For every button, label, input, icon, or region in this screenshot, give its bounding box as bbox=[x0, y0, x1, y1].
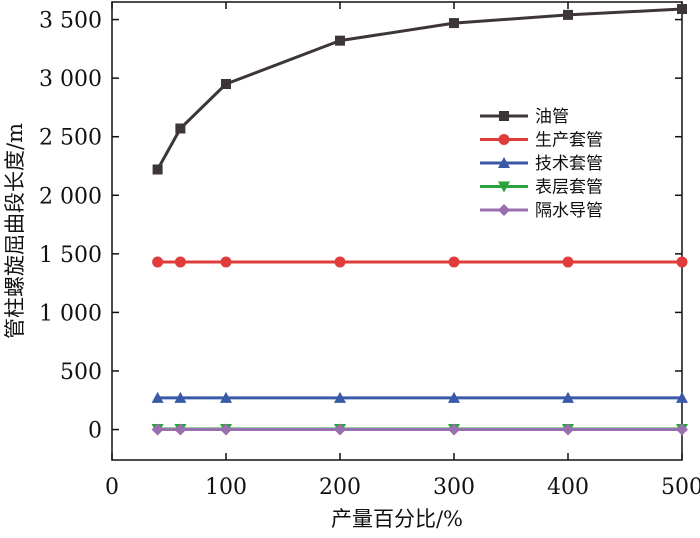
legend-marker bbox=[498, 157, 510, 168]
y-tick-label: 1 500 bbox=[39, 243, 102, 268]
legend-label: 技术套管 bbox=[535, 154, 603, 174]
series-1 bbox=[152, 4, 687, 175]
legend-label: 生产套管 bbox=[535, 131, 603, 151]
y-tick-label: 3 500 bbox=[39, 9, 102, 34]
x-tick-label: 400 bbox=[547, 475, 589, 500]
y-tick-label: 500 bbox=[60, 360, 102, 385]
legend-marker bbox=[498, 204, 510, 216]
legend-label: 油管 bbox=[535, 107, 569, 127]
data-point bbox=[449, 18, 459, 29]
x-tick-label: 0 bbox=[105, 475, 119, 500]
x-tick-label: 200 bbox=[319, 475, 361, 500]
y-tick-label: 2 500 bbox=[39, 126, 102, 151]
data-point bbox=[563, 9, 573, 20]
legend-label: 表层套管 bbox=[535, 178, 603, 198]
series-5 bbox=[151, 423, 688, 436]
data-point bbox=[676, 423, 688, 436]
data-point bbox=[174, 391, 187, 403]
y-axis-title: 管柱螺旋屈曲段长度/m bbox=[3, 123, 27, 339]
plot-frame bbox=[111, 1, 683, 461]
data-point bbox=[334, 423, 346, 436]
legend-item: 表层套管 bbox=[480, 178, 603, 198]
legend-item: 技术套管 bbox=[480, 154, 603, 174]
data-point bbox=[335, 35, 345, 46]
data-point bbox=[152, 164, 163, 175]
y-tick-label: 0 bbox=[88, 419, 102, 444]
data-point bbox=[562, 423, 574, 436]
data-point bbox=[220, 256, 232, 268]
x-axis-title: 产量百分比/% bbox=[331, 507, 463, 531]
x-axis: 0 100 200 300 400 500 bbox=[105, 2, 700, 500]
data-point bbox=[448, 256, 460, 268]
data-point bbox=[677, 4, 687, 15]
data-point bbox=[676, 391, 688, 403]
data-point bbox=[221, 78, 231, 89]
series-3 bbox=[151, 391, 688, 403]
y-tick-label: 2 000 bbox=[39, 184, 102, 209]
series-line bbox=[156, 7, 683, 171]
data-point bbox=[151, 423, 164, 436]
data-point bbox=[448, 391, 460, 403]
series-layer bbox=[151, 4, 688, 436]
legend-item: 生产套管 bbox=[480, 131, 603, 151]
x-tick-label: 500 bbox=[661, 475, 700, 500]
data-point bbox=[562, 391, 574, 403]
data-point bbox=[448, 423, 460, 436]
legend-marker bbox=[499, 111, 509, 121]
data-point bbox=[152, 256, 164, 268]
data-point bbox=[174, 256, 186, 268]
data-point bbox=[334, 391, 346, 403]
y-axis: 0 500 1 000 1 500 2 000 2 500 3 000 3 500 bbox=[39, 9, 682, 444]
data-point bbox=[220, 423, 232, 436]
data-point bbox=[334, 256, 346, 268]
data-point bbox=[562, 256, 574, 268]
y-tick-label: 1 000 bbox=[39, 301, 102, 326]
data-point bbox=[175, 123, 186, 134]
legend-marker bbox=[498, 181, 510, 193]
x-tick-label: 100 bbox=[205, 475, 247, 500]
data-point bbox=[676, 256, 688, 268]
data-point bbox=[151, 391, 164, 403]
data-point bbox=[220, 391, 232, 403]
series-2 bbox=[152, 256, 688, 268]
legend-item: 油管 bbox=[480, 107, 569, 127]
x-tick-label: 300 bbox=[433, 475, 475, 500]
legend-item: 隔水导管 bbox=[480, 201, 603, 221]
y-tick-label: 3 000 bbox=[39, 67, 102, 92]
legend-marker bbox=[498, 134, 510, 145]
legend-label: 隔水导管 bbox=[535, 201, 603, 221]
data-point bbox=[174, 423, 187, 436]
